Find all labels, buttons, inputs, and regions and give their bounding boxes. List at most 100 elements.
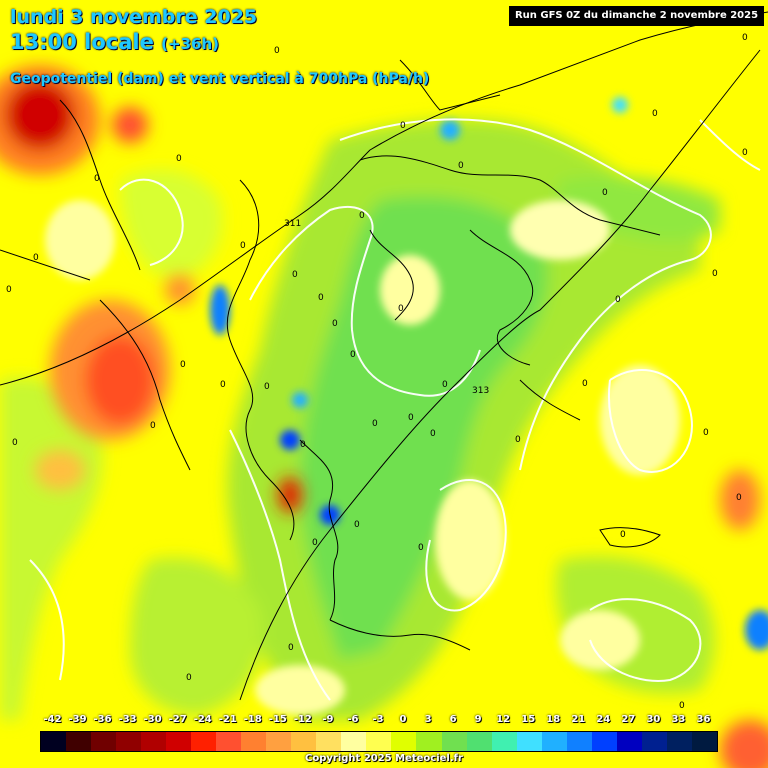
geopotential-contours [0, 11, 768, 701]
legend-swatch [316, 732, 342, 751]
zero-contours [29, 118, 761, 701]
zero-label: 0 [742, 33, 748, 43]
zero-label: 0 [620, 530, 626, 540]
legend-swatch [491, 732, 517, 751]
legend-swatch [441, 732, 467, 751]
legend-swatch [641, 732, 667, 751]
legend-value: -42 [43, 714, 62, 725]
coastlines [0, 59, 661, 651]
zero-label: 0 [94, 174, 100, 184]
legend-swatch [41, 732, 67, 751]
zero-label: 0 [372, 419, 378, 429]
legend-value: -36 [93, 714, 112, 725]
legend-swatch [416, 732, 442, 751]
field-red-zones [0, 65, 768, 768]
legend-value: -15 [268, 714, 287, 725]
zero-label: 0 [359, 211, 365, 221]
zero-label: 0 [703, 428, 709, 438]
zero-label: 0 [652, 109, 658, 119]
legend-swatch [266, 732, 292, 751]
zero-label: 0 [442, 380, 448, 390]
legend-value: -21 [218, 714, 237, 725]
zero-label: 0 [354, 520, 360, 530]
local-time: 13:00 locale [10, 30, 154, 54]
legend-swatch [116, 732, 142, 751]
legend-value: -3 [372, 714, 384, 725]
legend-values: -42 -39 -36 -33 -30 -27 -24 -21 -18 -15 -12 -9 -6 -3 0… [40, 714, 716, 728]
zero-label: 0 [350, 350, 356, 360]
forecast-time: 13:00 locale (+36h) [10, 30, 219, 54]
legend-swatch [691, 732, 717, 751]
legend-value: 6 [449, 714, 457, 725]
legend-value: 0 [399, 714, 407, 725]
legend-value: -27 [168, 714, 187, 725]
legend-swatch [141, 732, 167, 751]
legend-value: 15 [521, 714, 536, 725]
zero-label: 0 [408, 413, 414, 423]
zero-label: 0 [602, 188, 608, 198]
legend-swatch [291, 732, 317, 751]
zero-label: 0 [312, 538, 318, 548]
forecast-date: lundi 3 novembre 2025 [10, 6, 258, 28]
legend-value: -18 [243, 714, 262, 725]
legend-value: 3 [424, 714, 432, 725]
legend-value: -12 [293, 714, 312, 725]
legend-value: 12 [496, 714, 511, 725]
zero-label: 0 [582, 379, 588, 389]
zero-label: 0 [318, 293, 324, 303]
legend-value: 21 [571, 714, 586, 725]
legend-swatch [191, 732, 217, 751]
contour-labels: 313 311 0 0 0 0 0 0 0 0 0 0 0 0 0 0 0 0 … [6, 33, 748, 711]
legend-swatch [216, 732, 242, 751]
zero-label: 0 [150, 421, 156, 431]
copyright: Copyright 2025 Meteociel.fr [305, 753, 463, 764]
zero-label: 0 [418, 543, 424, 553]
legend-value: -9 [322, 714, 334, 725]
zero-label: 0 [180, 360, 186, 370]
zero-label: 0 [6, 285, 12, 295]
legend-swatch [366, 732, 392, 751]
zero-label: 0 [712, 269, 718, 279]
zero-label: 0 [398, 304, 404, 314]
zero-label: 0 [679, 701, 685, 711]
legend-value: -6 [347, 714, 359, 725]
legend-swatch [91, 732, 117, 751]
zero-label: 0 [458, 161, 464, 171]
parameter-title: Geopotentiel (dam) et vent vertical à 70… [10, 71, 430, 87]
legend-swatch [591, 732, 617, 751]
legend-value: 24 [596, 714, 611, 725]
legend-swatch [666, 732, 692, 751]
zero-label: 0 [615, 295, 621, 305]
zero-label: 0 [292, 270, 298, 280]
legend-swatch [241, 732, 267, 751]
field-blue-zones [210, 97, 768, 650]
lead-time: (+36h) [161, 35, 219, 53]
zero-label: 0 [274, 46, 280, 56]
legend-value: -24 [193, 714, 212, 725]
zero-label: 0 [186, 673, 192, 683]
legend-value: -33 [118, 714, 137, 725]
legend-swatch [341, 732, 367, 751]
legend-value: 9 [474, 714, 482, 725]
zero-label: 0 [176, 154, 182, 164]
run-info: Run GFS 0Z du dimanche 2 novembre 2025 [509, 6, 764, 26]
zero-label: 0 [332, 319, 338, 329]
legend-colorbar [40, 731, 718, 752]
zero-label: 0 [33, 253, 39, 263]
legend-value: 27 [621, 714, 636, 725]
legend-swatch [616, 732, 642, 751]
legend-value: 18 [546, 714, 561, 725]
zero-label: 0 [12, 438, 18, 448]
zero-label: 0 [430, 429, 436, 439]
legend-swatch [391, 732, 417, 751]
legend-value: 30 [646, 714, 661, 725]
legend-value: -30 [143, 714, 162, 725]
legend-swatch [541, 732, 567, 751]
zero-label: 0 [300, 440, 306, 450]
geopotential-label: 313 [472, 386, 489, 396]
legend-value: 36 [696, 714, 711, 725]
zero-label: 0 [400, 121, 406, 131]
legend-swatch [66, 732, 92, 751]
legend-swatch [466, 732, 492, 751]
